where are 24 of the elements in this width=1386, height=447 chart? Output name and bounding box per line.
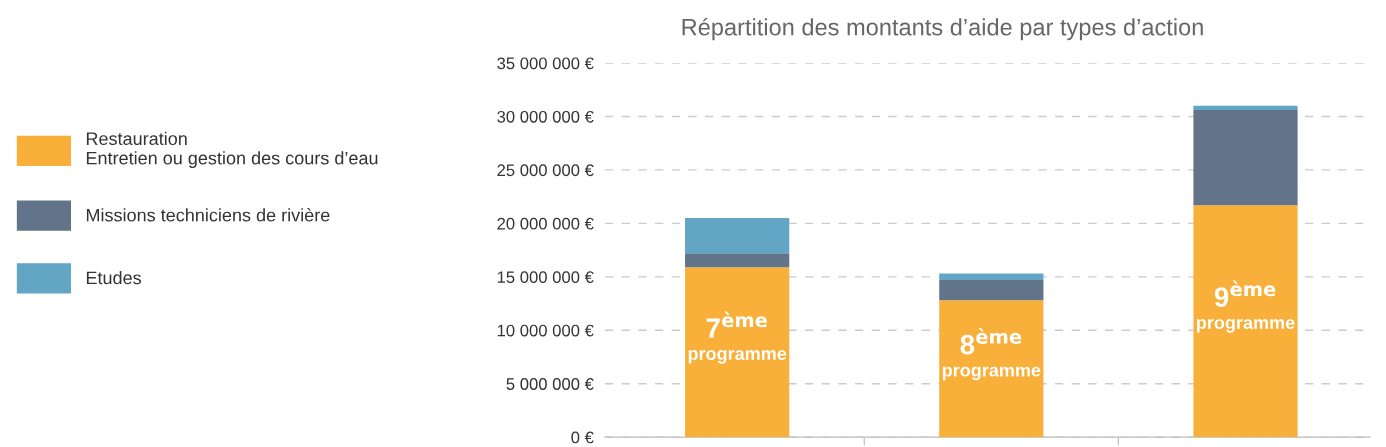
- y-tick-label: 35 000 000 €: [497, 57, 594, 70]
- legend-label: Restauration Entretien ou gestion des cours d’eau: [86, 131, 378, 169]
- bar: [685, 218, 790, 254]
- y-tick-label: 0 €: [571, 431, 594, 444]
- y-tick-label: 10 000 000 €: [497, 324, 594, 337]
- y-tick-label: 5 000 000 €: [506, 378, 594, 390]
- x-tick-label: 8$^{ème}$ programme: [942, 328, 1041, 381]
- y-tick-label: 25 000 000 €: [497, 164, 594, 177]
- bar: [939, 300, 1044, 438]
- bar: [1193, 105, 1298, 111]
- legend-label: Missions techniciens de rivière: [86, 208, 330, 222]
- bar: [939, 280, 1044, 301]
- x-tick-label: 9$^{ème}$ programme: [1197, 280, 1295, 333]
- bar: [685, 267, 790, 438]
- y-tick-label: 20 000 000 €: [497, 217, 594, 230]
- legend-label: Etudes: [86, 271, 141, 285]
- bar: [1193, 110, 1298, 206]
- bar: [1193, 205, 1298, 438]
- y-tick-label: 15 000 000 €: [497, 271, 594, 284]
- x-tick-label: 7$^{ème}$ programme: [688, 311, 787, 364]
- bar: [939, 273, 1044, 281]
- bar: [685, 253, 790, 268]
- chart-title: Répartition des montants d’aide par types d’action: [682, 17, 1203, 41]
- y-tick-label: 30 000 000 €: [497, 110, 594, 123]
